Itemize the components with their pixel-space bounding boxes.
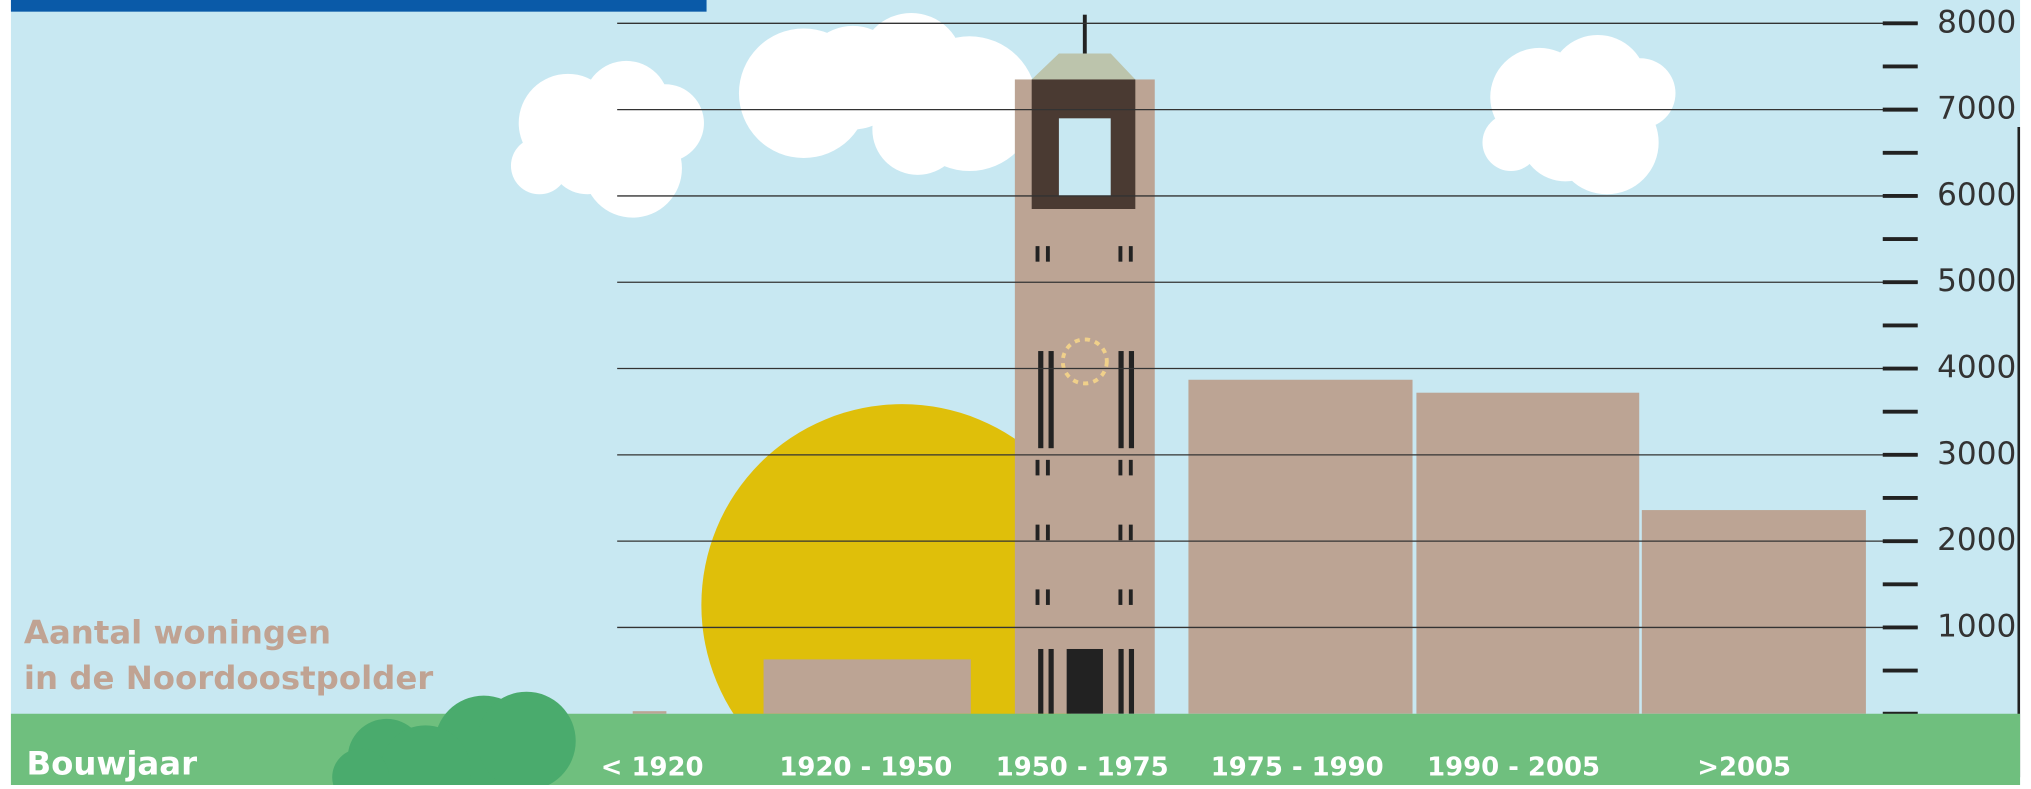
window (1036, 246, 1040, 262)
y-tick-label: 1000 (1937, 608, 2016, 644)
top-bar (11, 0, 707, 12)
window (1049, 351, 1054, 448)
bar (1416, 393, 1639, 714)
window (1118, 351, 1123, 448)
x-tick-label: >2005 (1697, 753, 1791, 783)
window (1046, 589, 1050, 605)
window (1118, 589, 1122, 605)
y-tick-label: 6000 (1937, 177, 2016, 213)
window (1118, 460, 1122, 476)
window (1129, 351, 1134, 448)
window (1118, 525, 1122, 541)
x-tick-label: < 1920 (601, 753, 704, 783)
door (1067, 649, 1103, 714)
bar (764, 659, 971, 713)
chart-title: Aantal woningen (24, 614, 331, 652)
window (1046, 525, 1050, 541)
window (1036, 460, 1040, 476)
y-tick-label: 4000 (1937, 350, 2016, 386)
bar (1188, 380, 1412, 714)
y-tick-label: 8000 (1937, 4, 2016, 40)
x-tick-label: 1950 - 1975 (996, 753, 1169, 783)
window (1129, 460, 1133, 476)
x-axis-label: Bouwjaar (26, 745, 197, 783)
y-tick-label: 2000 (1937, 522, 2016, 558)
y-tick-label: 5000 (1937, 263, 2016, 299)
tower (1015, 15, 1155, 714)
window (1118, 649, 1123, 714)
window (1036, 589, 1040, 605)
x-tick-label: 1990 - 2005 (1427, 753, 1600, 783)
window (1049, 649, 1054, 714)
window (1036, 525, 1040, 541)
bar (633, 711, 667, 714)
window (1129, 649, 1134, 714)
y-tick-label: 3000 (1937, 436, 2016, 472)
chart-subtitle: in de Noordoostpolder (24, 659, 433, 697)
window (1129, 525, 1133, 541)
x-tick-label: 1975 - 1990 (1211, 753, 1384, 783)
chart: 1000 2000 3000 4000 5000 6000 7000 8000 Aantal … (0, 0, 2031, 785)
window (1038, 649, 1043, 714)
window (1038, 351, 1043, 448)
x-tick-label: 1920 - 1950 (779, 753, 952, 783)
belfry-window (1059, 118, 1111, 196)
window (1129, 246, 1133, 262)
window (1046, 246, 1050, 262)
window (1129, 589, 1133, 605)
window (1118, 246, 1122, 262)
page: {"chart_data": {"type": "bar", "title": … (0, 0, 2031, 785)
y-tick-label: 7000 (1937, 91, 2016, 127)
window (1046, 460, 1050, 476)
